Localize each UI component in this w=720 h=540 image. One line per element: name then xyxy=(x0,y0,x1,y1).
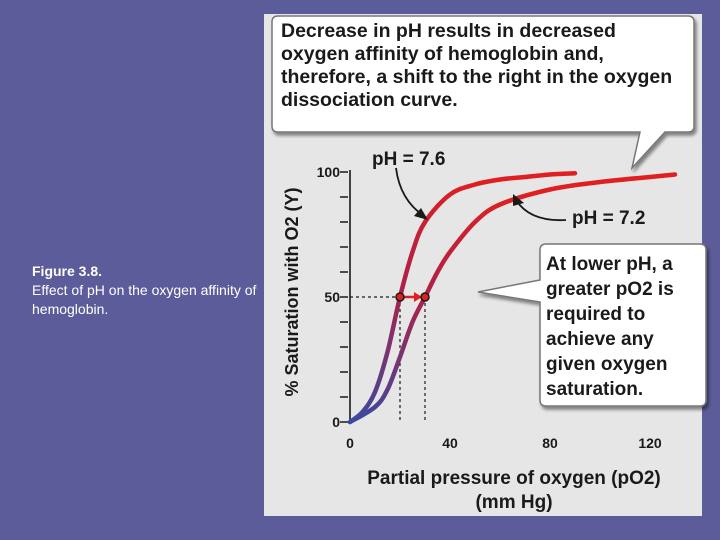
shift-arrowhead xyxy=(414,292,422,302)
y-axis-ticks: 0 50 100 xyxy=(317,164,348,430)
top-callout-bubble xyxy=(271,15,695,171)
x-axis-ticks: 0 40 80 120 xyxy=(346,435,662,451)
top-callout-text: Decrease in pH results in decreased oxyg… xyxy=(281,20,673,111)
side-callout-text: At lower pH, a greater pO2 is required t… xyxy=(546,254,674,400)
y-axis-title: % Saturation with O2 (Y) xyxy=(282,187,302,396)
figure-caption: Figure 3.8. Effect of pH on the oxygen a… xyxy=(32,262,262,319)
ph72-arrowhead xyxy=(513,194,524,206)
curve-markers xyxy=(395,292,430,302)
x-tick-label: 120 xyxy=(638,435,662,451)
x-axis-title-line1: Partial pressure of oxygen (pO2) xyxy=(367,468,661,489)
marker-point xyxy=(420,292,430,302)
y-tick-label: 0 xyxy=(332,414,340,430)
marker-point xyxy=(395,292,405,302)
side-callout-bubble xyxy=(477,243,707,407)
series-label-ph76: pH = 7.6 xyxy=(372,149,445,170)
curve-ph76 xyxy=(347,171,578,425)
ph76-arrow xyxy=(395,167,425,217)
curves xyxy=(347,171,678,425)
curve-ph72 xyxy=(347,172,678,425)
y-tick-label: 100 xyxy=(317,164,341,180)
figure-caption-text: Effect of pH on the oxygen affinity of h… xyxy=(32,282,257,317)
y-tick-label: 50 xyxy=(324,289,340,305)
ph76-arrowhead xyxy=(414,208,428,220)
x-tick-label: 80 xyxy=(542,435,558,451)
x-axis-title-line2: (mm Hg) xyxy=(475,492,552,513)
x-tick-label: 0 xyxy=(346,435,354,451)
figure-number: Figure 3.8. xyxy=(32,263,103,279)
x-tick-label: 40 xyxy=(442,435,458,451)
series-label-ph72: pH = 7.2 xyxy=(572,208,645,229)
